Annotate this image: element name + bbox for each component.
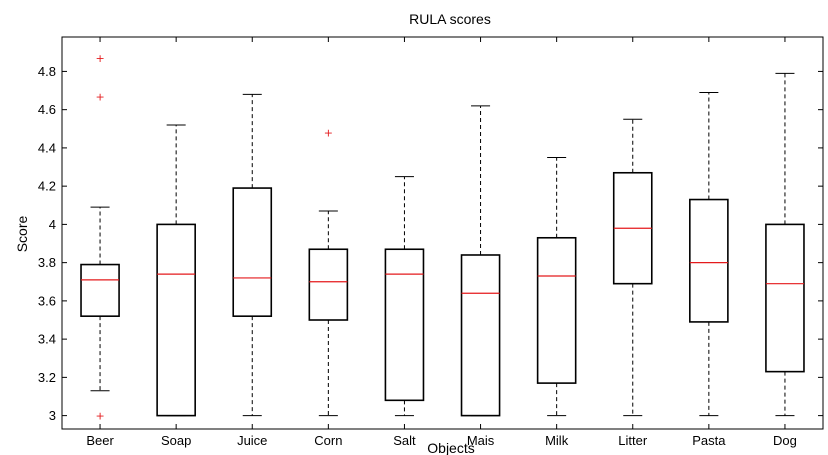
- iqr-box: [308, 248, 349, 321]
- x-tick-label-dog: Dog: [773, 433, 797, 448]
- x-tick-label-beer: Beer: [86, 433, 114, 448]
- y-tick-label: 4.6: [38, 102, 56, 117]
- y-axis-ticks: 3 3.2 3.4 3.6 3.8 4 4.2 4.4 4.6 4.8: [38, 64, 823, 423]
- y-tick-label: 3.6: [38, 293, 56, 308]
- chart-title: RULA scores: [409, 11, 491, 27]
- x-tick-label-mais: Mais: [467, 433, 495, 448]
- y-axis-label: Score: [14, 216, 30, 253]
- box-beer: + + +: [80, 52, 120, 423]
- y-tick-label: 4.8: [38, 64, 56, 79]
- x-axis-ticks: Beer Soap Juice Corn Salt Mais Milk Litter Pasta…: [86, 37, 797, 448]
- iqr-box: [156, 223, 196, 417]
- outlier-marker: +: [95, 90, 104, 103]
- y-tick-label: 4.2: [38, 179, 56, 194]
- outlier-marker: +: [95, 410, 104, 423]
- box-litter: [612, 118, 653, 417]
- iqr-box: [80, 263, 120, 317]
- y-tick-label: 3.4: [38, 332, 56, 347]
- iqr-box: [765, 223, 805, 373]
- x-tick-label-pasta: Pasta: [692, 433, 726, 448]
- iqr-box: [689, 198, 729, 323]
- box-juice: [232, 93, 273, 417]
- outlier-marker: +: [95, 52, 104, 65]
- y-tick-label: 4: [49, 217, 56, 232]
- box-salt: [384, 176, 425, 417]
- box-corn: +: [308, 127, 349, 417]
- iqr-box: [384, 248, 425, 402]
- box-dog: [765, 72, 805, 417]
- outlier-marker: +: [324, 127, 333, 140]
- x-tick-label-soap: Soap: [161, 433, 191, 448]
- plot-frame: [61, 36, 824, 430]
- iqr-box: [460, 254, 501, 417]
- y-tick-label: 3.2: [38, 370, 56, 385]
- x-axis-label: Objects: [427, 440, 474, 455]
- boxes-layer: + + + +: [80, 52, 805, 423]
- x-tick-label-salt: Salt: [393, 433, 416, 448]
- box-pasta: [689, 91, 729, 417]
- box-milk: [536, 156, 577, 417]
- y-tick-label: 3: [49, 408, 56, 423]
- x-tick-label-juice: Juice: [237, 433, 267, 448]
- y-tick-label: 4.4: [38, 140, 56, 155]
- x-tick-label-litter: Litter: [618, 433, 648, 448]
- y-tick-label: 3.8: [38, 255, 56, 270]
- box-mais: [460, 105, 501, 417]
- x-tick-label-milk: Milk: [545, 433, 569, 448]
- iqr-box: [232, 187, 273, 317]
- iqr-box: [536, 236, 577, 384]
- box-soap: [156, 124, 196, 417]
- x-tick-label-corn: Corn: [314, 433, 342, 448]
